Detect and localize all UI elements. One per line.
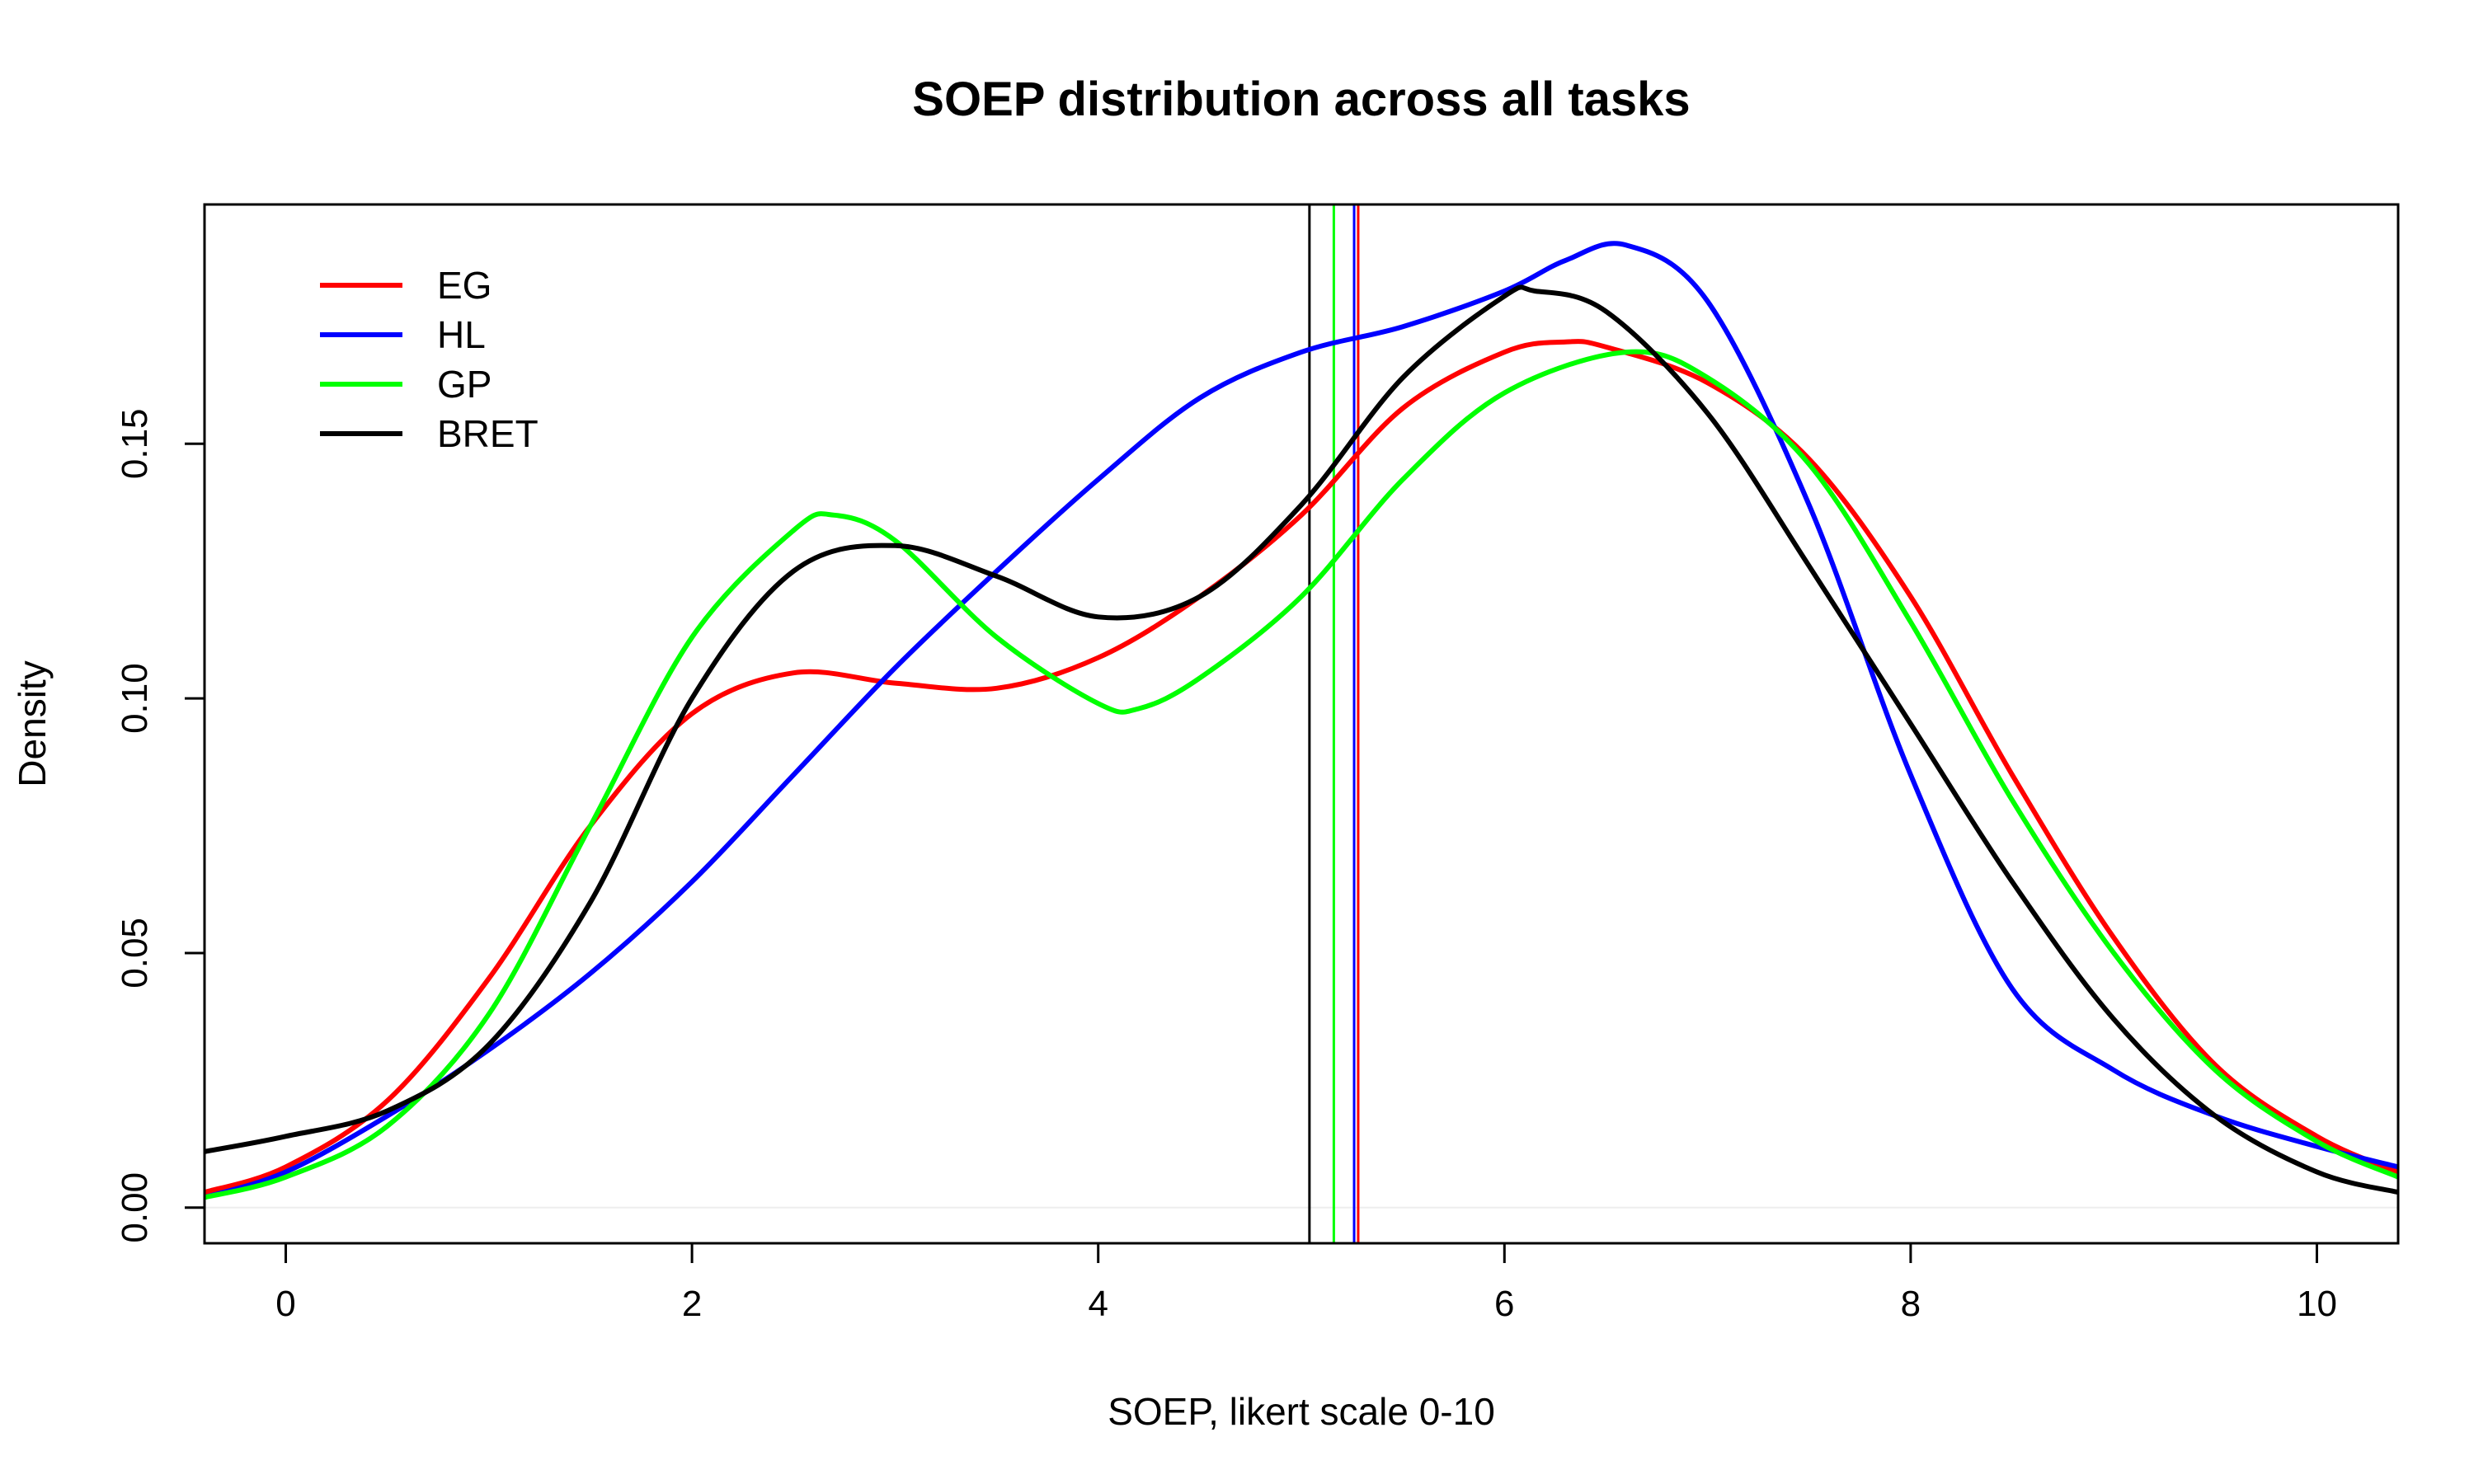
y-tick-label: 0.00 bbox=[115, 1172, 155, 1243]
y-tick-label: 0.05 bbox=[115, 918, 155, 989]
density-line-bret bbox=[205, 284, 2398, 1195]
plot-area bbox=[205, 204, 2398, 1243]
y-tick-label: 0.10 bbox=[115, 663, 155, 734]
x-tick-label: 4 bbox=[1088, 1284, 1108, 1324]
x-tick-label: 10 bbox=[2297, 1284, 2337, 1324]
legend-label-gp: GP bbox=[437, 363, 492, 406]
chart-title: SOEP distribution across all tasks bbox=[912, 73, 1690, 126]
x-tick-label: 2 bbox=[682, 1284, 702, 1324]
density-line-gp bbox=[205, 349, 2398, 1200]
x-tick-label: 0 bbox=[275, 1284, 295, 1324]
legend: EG HL GP BRET bbox=[320, 264, 539, 455]
x-tick-label: 6 bbox=[1494, 1284, 1514, 1324]
x-axis: 0 2 4 6 8 10 bbox=[275, 1242, 2337, 1324]
x-tick-label: 8 bbox=[1901, 1284, 1921, 1324]
legend-label-hl: HL bbox=[437, 313, 486, 356]
y-axis: 0.00 0.05 0.10 0.15 bbox=[115, 408, 206, 1243]
density-line-hl bbox=[205, 241, 2398, 1200]
legend-label-eg: EG bbox=[437, 264, 492, 307]
x-axis-label: SOEP, likert scale 0-10 bbox=[1108, 1390, 1495, 1433]
y-axis-label: Density bbox=[11, 660, 54, 787]
legend-label-bret: BRET bbox=[437, 412, 539, 455]
y-tick-label: 0.15 bbox=[115, 408, 155, 479]
density-line-eg bbox=[205, 339, 2398, 1195]
